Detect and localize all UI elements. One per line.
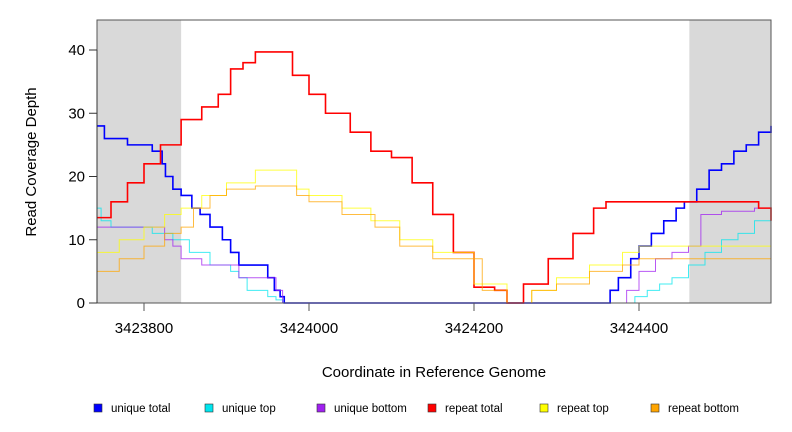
x-tick-label: 3424200: [445, 320, 503, 337]
legend-label: unique bottom: [334, 403, 407, 415]
x-tick-label: 3424400: [610, 320, 668, 337]
legend-item-repeat-top: repeat top: [539, 403, 609, 415]
legend-swatch: [93, 403, 103, 413]
legend: unique total unique top unique bottom repea…: [93, 403, 739, 415]
x-axis-label: Coordinate in Reference Genome: [322, 364, 546, 381]
legend-swatch: [316, 403, 326, 413]
series-line-unique-bottom: [97, 207, 771, 304]
legend-label: unique top: [222, 403, 276, 415]
x-axis: 3423800 3424000 3424200 3424400: [115, 303, 668, 337]
legend-swatch: [650, 403, 660, 413]
legend-item-repeat-bottom: repeat bottom: [650, 403, 739, 415]
shaded-regions: [96, 20, 771, 303]
y-axis-label: Read Coverage Depth: [23, 87, 40, 236]
legend-label: unique total: [111, 403, 170, 415]
series-line-repeat-top: [97, 169, 772, 304]
shaded-region-0: [96, 20, 182, 303]
legend-swatch: [427, 403, 437, 413]
y-tick-label: 40: [68, 42, 85, 59]
series-line-unique-top: [97, 207, 772, 304]
y-tick-label: 20: [68, 169, 85, 186]
shaded-region-1: [689, 20, 771, 303]
legend-label: repeat top: [557, 403, 609, 415]
x-tick-label: 3423800: [115, 320, 173, 337]
y-axis: 0 10 20 30 40: [68, 42, 98, 312]
legend-swatch: [204, 403, 214, 413]
series-line-repeat-total: [97, 51, 772, 304]
legend-label: repeat total: [445, 403, 503, 415]
legend-item-unique-total: unique total: [93, 403, 170, 415]
plot-frame: [96, 19, 772, 304]
legend-label: repeat bottom: [668, 403, 739, 415]
legend-item-unique-top: unique top: [204, 403, 276, 415]
series-line-repeat-bottom: [97, 185, 772, 304]
series-lines: [97, 51, 772, 304]
legend-item-repeat-total: repeat total: [427, 403, 503, 415]
x-tick-label: 3424000: [280, 320, 338, 337]
legend-swatch: [539, 403, 549, 413]
y-tick-label: 30: [68, 105, 85, 122]
y-tick-label: 10: [68, 232, 85, 249]
legend-item-unique-bottom: unique bottom: [316, 403, 407, 415]
y-tick-label: 0: [77, 295, 85, 312]
